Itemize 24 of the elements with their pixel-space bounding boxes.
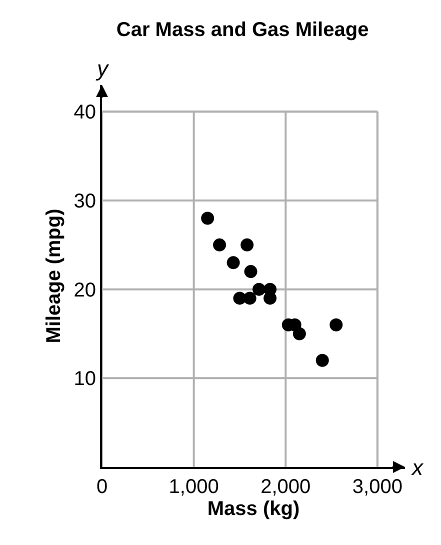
text: y [95, 56, 110, 81]
point [201, 212, 214, 225]
y-tick-label: 30 [74, 190, 96, 212]
y-axis-title: Mileage (mpg) [42, 208, 65, 344]
point [316, 354, 329, 367]
point [244, 265, 258, 278]
x-tick-label: 1,000 [168, 476, 219, 498]
point [252, 282, 266, 296]
y-tick-label: 10 [74, 368, 96, 390]
y-tick-label: 40 [74, 102, 96, 124]
y-tick-label: 20 [74, 279, 96, 302]
x-axis-title: Mass (kg) [207, 498, 300, 520]
chart-title: Car Mass and Gas Mileage [116, 18, 369, 41]
point [264, 292, 277, 305]
x-tick-label: 3,000 [352, 476, 402, 498]
point [213, 238, 226, 252]
point [243, 292, 256, 305]
point [226, 256, 240, 270]
text: x [411, 455, 424, 480]
point [292, 327, 306, 340]
x-tick-label: 2,000 [260, 476, 311, 498]
point [240, 238, 254, 252]
point [330, 318, 343, 332]
x-tick-label: 0 [96, 476, 108, 498]
